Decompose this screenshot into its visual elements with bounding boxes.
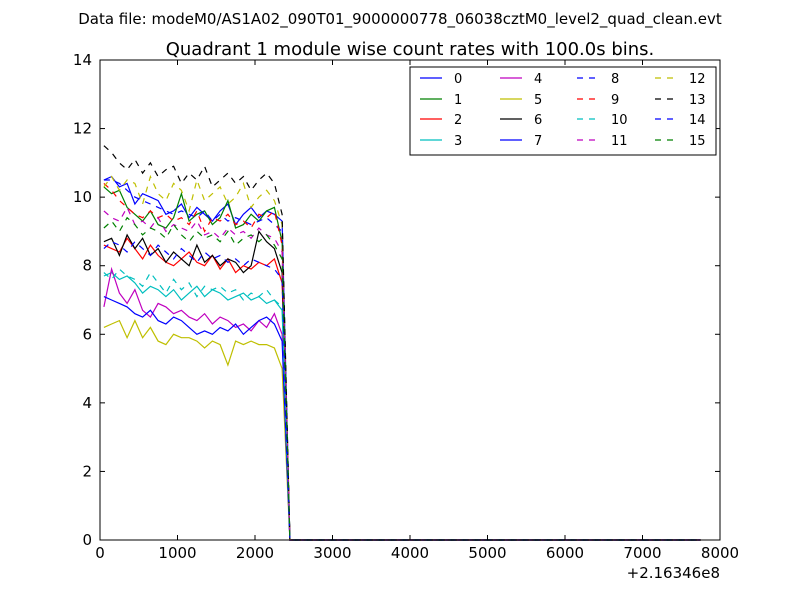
axis-ticks: 0 1000 2000 3000 4000 5000 6000 7000 80000246810…	[73, 51, 739, 562]
legend-label-9: 9	[611, 93, 619, 108]
chart-title: Quadrant 1 module wise count rates with …	[166, 39, 655, 60]
legend-label-3: 3	[454, 134, 462, 149]
legend-label-1: 1	[454, 93, 462, 108]
x-tick-label: 5000	[468, 544, 506, 562]
legend-label-12: 12	[689, 72, 706, 87]
y-tick-label: 8	[82, 257, 92, 275]
legend-label-10: 10	[611, 113, 628, 128]
y-tick-label: 14	[73, 51, 92, 69]
legend-label-15: 15	[689, 134, 706, 149]
y-tick-label: 12	[73, 120, 92, 138]
x-tick-label: 4000	[391, 544, 429, 562]
legend-label-8: 8	[611, 72, 619, 87]
chart-suptitle: Data file: modeM0/AS1A02_090T01_90000007…	[78, 10, 722, 29]
legend-label-13: 13	[689, 93, 706, 108]
x-tick-label: 0	[95, 544, 105, 562]
x-tick-label: 3000	[313, 544, 351, 562]
legend-label-6: 6	[534, 113, 542, 128]
x-offset-label: +2.16346e8	[627, 564, 720, 582]
y-tick-label: 4	[82, 394, 92, 412]
legend-label-0: 0	[454, 72, 462, 87]
x-tick-label: 6000	[546, 544, 584, 562]
y-tick-label: 0	[82, 531, 92, 549]
y-tick-label: 6	[82, 325, 92, 343]
legend-label-14: 14	[689, 113, 706, 128]
legend-label-11: 11	[611, 134, 628, 149]
y-tick-label: 10	[73, 188, 92, 206]
x-tick-label: 1000	[158, 544, 196, 562]
legend-label-4: 4	[534, 72, 542, 87]
legend-box	[409, 66, 717, 156]
legend-label-7: 7	[534, 134, 542, 149]
y-tick-label: 2	[82, 462, 92, 480]
x-tick-label: 7000	[623, 544, 661, 562]
x-tick-label: 2000	[236, 544, 274, 562]
legend-label-5: 5	[534, 93, 542, 108]
legend-label-2: 2	[454, 113, 462, 128]
x-tick-label: 8000	[701, 544, 739, 562]
